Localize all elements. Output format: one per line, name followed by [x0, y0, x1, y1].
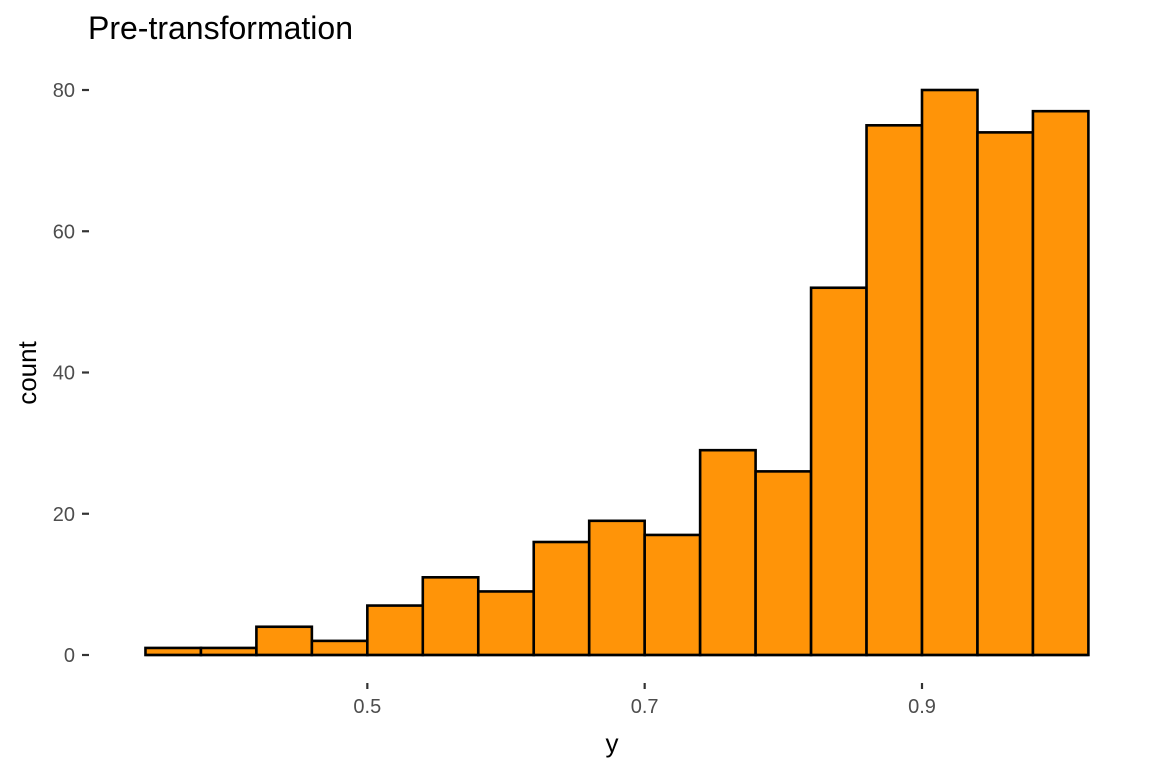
x-tick-label: 0.5 [353, 696, 381, 718]
y-tick-label: 60 [53, 221, 75, 243]
chart-title: Pre-transformation [88, 10, 353, 46]
histogram-bar [532, 540, 591, 657]
histogram-bar [643, 533, 702, 657]
histogram-bar [476, 590, 536, 657]
x-tick-label: 0.7 [631, 696, 659, 718]
y-axis-title: count [12, 340, 42, 404]
histogram-bar [421, 576, 480, 657]
histogram-bar [865, 124, 924, 657]
y-tick-label: 0 [64, 645, 75, 667]
histogram-bar [976, 131, 1035, 657]
histogram-bar [255, 625, 314, 657]
histogram-bar [920, 88, 979, 657]
histogram-bar [698, 448, 757, 657]
y-tick-label: 80 [53, 80, 75, 102]
y-tick-label: 20 [53, 504, 75, 526]
histogram-bar [754, 470, 813, 657]
histogram-bar [310, 639, 369, 657]
histogram-bar [587, 519, 646, 657]
x-axis-title: y [606, 728, 619, 758]
y-axis-ticks: 0 20 40 60 80 [53, 80, 89, 667]
x-axis-ticks: 0.5 0.7 0.9 [353, 683, 936, 718]
bars-group [144, 88, 1090, 657]
x-tick-label: 0.9 [908, 696, 936, 718]
histogram-bar [809, 286, 868, 657]
y-tick-label: 40 [53, 363, 75, 385]
histogram-bar [1031, 109, 1090, 657]
histogram-bar [366, 604, 425, 657]
